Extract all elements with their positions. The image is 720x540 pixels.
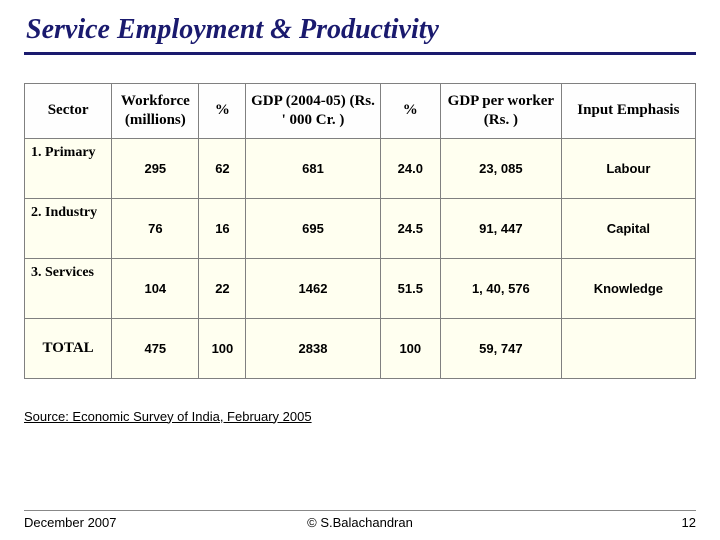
cell-workforce-pct: 22 [199,258,246,318]
col-workforce-pct: % [199,84,246,139]
cell-sector: 3. Services [25,258,112,318]
cell-gdp-pct: 100 [380,318,440,378]
table-row-total: TOTAL 475 100 2838 100 59, 747 [25,318,696,378]
cell-workforce-pct: 100 [199,318,246,378]
cell-gdp: 1462 [246,258,380,318]
cell-per-worker: 1, 40, 576 [440,258,561,318]
cell-workforce-pct: 16 [199,198,246,258]
cell-gdp-pct: 51.5 [380,258,440,318]
cell-sector: 2. Industry [25,198,112,258]
cell-sector: 1. Primary [25,138,112,198]
table-header-row: Sector Workforce (millions) % GDP (2004-… [25,84,696,139]
col-sector: Sector [25,84,112,139]
cell-sector-total: TOTAL [25,318,112,378]
cell-workforce: 475 [112,318,199,378]
footer-date: December 2007 [24,515,117,530]
cell-workforce-pct: 62 [199,138,246,198]
cell-emphasis [561,318,695,378]
cell-gdp-pct: 24.5 [380,198,440,258]
col-gdp-pct: % [380,84,440,139]
cell-workforce: 104 [112,258,199,318]
col-workforce: Workforce (millions) [112,84,199,139]
slide-title: Service Employment & Productivity [24,10,696,52]
source-note: Source: Economic Survey of India, Februa… [24,409,696,424]
cell-per-worker: 23, 085 [440,138,561,198]
table-row: 1. Primary 295 62 681 24.0 23, 085 Labou… [25,138,696,198]
table-row: 3. Services 104 22 1462 51.5 1, 40, 576 … [25,258,696,318]
cell-workforce: 295 [112,138,199,198]
cell-emphasis: Labour [561,138,695,198]
productivity-table: Sector Workforce (millions) % GDP (2004-… [24,83,696,379]
slide-root: Service Employment & Productivity Sector… [0,0,720,540]
cell-per-worker: 91, 447 [440,198,561,258]
cell-gdp: 681 [246,138,380,198]
cell-workforce: 76 [112,198,199,258]
cell-emphasis: Knowledge [561,258,695,318]
slide-footer: December 2007 © S.Balachandran 12 [24,510,696,530]
cell-emphasis: Capital [561,198,695,258]
cell-gdp: 695 [246,198,380,258]
col-emphasis: Input Emphasis [561,84,695,139]
cell-per-worker: 59, 747 [440,318,561,378]
title-underline [24,52,696,55]
cell-gdp-pct: 24.0 [380,138,440,198]
table-row: 2. Industry 76 16 695 24.5 91, 447 Capit… [25,198,696,258]
col-per-worker: GDP per worker (Rs. ) [440,84,561,139]
col-gdp: GDP (2004-05) (Rs. ' 000 Cr. ) [246,84,380,139]
footer-copyright: © S.Balachandran [24,515,696,530]
footer-page-number: 12 [682,515,696,530]
cell-gdp: 2838 [246,318,380,378]
